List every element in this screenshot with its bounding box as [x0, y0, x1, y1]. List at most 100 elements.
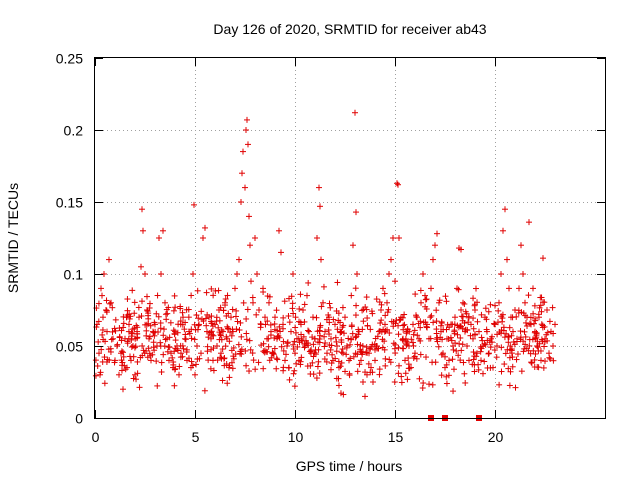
data-point: [450, 388, 456, 394]
data-point: [315, 363, 321, 369]
data-point: [264, 336, 270, 342]
data-point: [423, 297, 429, 303]
data-point: [400, 346, 406, 352]
data-point: [156, 235, 162, 241]
data-point: [540, 255, 546, 261]
data-point: [518, 242, 524, 248]
data-point: [250, 295, 256, 301]
data-point: [434, 231, 440, 237]
plot-frame: [95, 58, 606, 419]
data-point: [220, 378, 226, 384]
data-point: [237, 320, 243, 326]
data-point: [430, 319, 436, 325]
data-point: [273, 366, 279, 372]
data-point: [164, 336, 170, 342]
data-point: [230, 365, 236, 371]
data-point: [360, 318, 366, 324]
data-point: [461, 371, 467, 377]
data-point: [143, 328, 149, 334]
data-point: [248, 278, 254, 284]
data-point: [106, 257, 112, 263]
data-point: [485, 351, 491, 357]
data-point: [547, 318, 553, 324]
data-point: [154, 383, 160, 389]
data-point: [503, 350, 509, 356]
data-point: [396, 235, 402, 241]
data-point: [223, 343, 229, 349]
data-point: [496, 382, 502, 388]
data-point: [328, 367, 334, 373]
data-point: [272, 321, 278, 327]
data-point: [113, 317, 119, 323]
data-point: [297, 291, 303, 297]
data-point: [358, 357, 364, 363]
data-point: [541, 343, 547, 349]
data-point: [394, 180, 400, 186]
data-point: [550, 343, 556, 349]
data-point: [291, 371, 297, 377]
data-point: [280, 364, 286, 370]
data-point: [230, 307, 236, 313]
data-point: [114, 343, 120, 349]
data-point: [380, 285, 386, 291]
data-point: [99, 293, 105, 299]
data-point: [139, 343, 145, 349]
data-point: [539, 321, 545, 327]
data-point: [456, 287, 462, 293]
ticks-layer: 00.050.10.150.20.250 5 10 15 20: [56, 51, 605, 446]
data-point: [478, 357, 484, 363]
data-point: [139, 206, 145, 212]
data-point: [364, 315, 370, 321]
data-point: [544, 307, 550, 313]
data-point: [132, 372, 138, 378]
data-point: [253, 312, 259, 318]
data-point: [151, 339, 157, 345]
data-point: [502, 206, 508, 212]
data-point: [236, 257, 242, 263]
data-point: [228, 314, 234, 320]
data-point: [403, 330, 409, 336]
data-point: [376, 372, 382, 378]
data-point: [378, 307, 384, 313]
data-point: [429, 359, 435, 365]
data-point: [504, 347, 510, 353]
data-point: [403, 370, 409, 376]
data-point: [321, 343, 327, 349]
data-point: [163, 311, 169, 317]
data-point: [135, 370, 141, 376]
data-point: [531, 321, 537, 327]
data-point: [340, 305, 346, 311]
data-point: [172, 293, 178, 299]
data-point: [188, 292, 194, 298]
data-point: [392, 278, 398, 284]
data-point: [382, 291, 388, 297]
data-point: [452, 314, 458, 320]
data-point: [93, 373, 99, 379]
data-point: [418, 300, 424, 306]
data-point: [530, 285, 536, 291]
data-point: [102, 380, 108, 386]
data-point: [151, 333, 157, 339]
data-point: [339, 360, 345, 366]
data-point: [519, 368, 525, 374]
data-point: [520, 271, 526, 277]
data-point: [274, 355, 280, 361]
data-point: [428, 313, 434, 319]
data-point: [328, 347, 334, 353]
data-point: [204, 348, 210, 354]
data-point: [245, 306, 251, 312]
data-point: [458, 347, 464, 353]
data-point: [244, 336, 250, 342]
data-point: [512, 307, 518, 313]
data-point: [349, 323, 355, 329]
data-point: [370, 379, 376, 385]
data-point: [518, 328, 524, 334]
data-point: [179, 354, 185, 360]
data-point: [450, 356, 456, 362]
data-point: [153, 358, 159, 364]
data-point: [310, 314, 316, 320]
scatter-chart: Day 126 of 2020, SRMTID for receiver ab4…: [0, 0, 640, 480]
data-point: [171, 383, 177, 389]
data-point: [507, 325, 513, 331]
data-point: [158, 271, 164, 277]
